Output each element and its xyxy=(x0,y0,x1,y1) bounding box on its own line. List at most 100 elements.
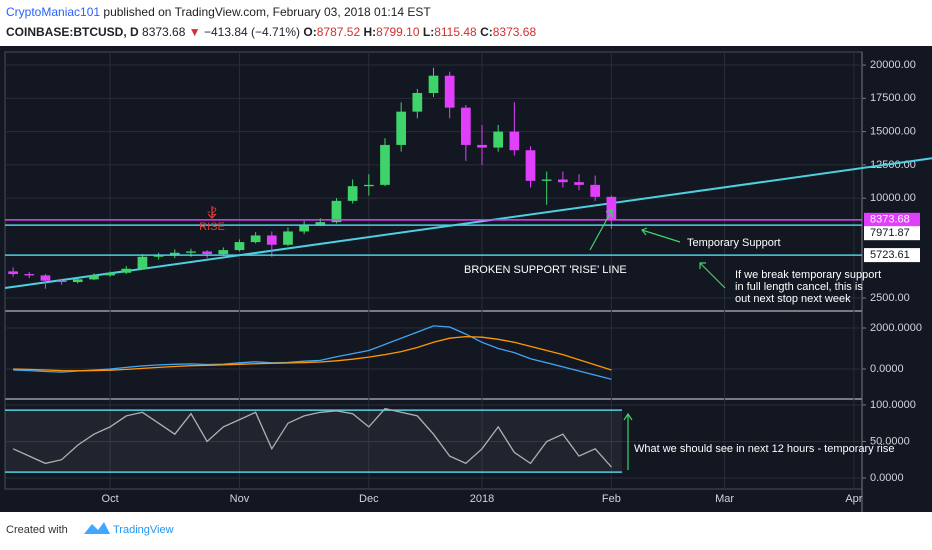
x-tick-label: Dec xyxy=(359,493,379,505)
candle-body xyxy=(606,196,617,220)
candle-body xyxy=(169,252,180,256)
candle-body xyxy=(525,150,536,181)
candle-body xyxy=(558,179,568,183)
rsi-line xyxy=(12,407,612,468)
level-label-box xyxy=(864,226,920,241)
last: 8373.68 xyxy=(142,25,186,39)
arrow xyxy=(699,262,726,289)
candle-body xyxy=(283,231,293,245)
h-value: 8799.10 xyxy=(376,25,420,39)
candle-body xyxy=(137,256,148,269)
y-tick-label: 17500.00 xyxy=(870,92,916,104)
y-tick-label: 100.0000 xyxy=(870,399,916,411)
y-tick-label: 2500.00 xyxy=(870,292,910,304)
candle-body xyxy=(89,275,99,280)
annotation: BROKEN SUPPORT 'RISE' LINE xyxy=(464,264,627,276)
candle-body xyxy=(105,272,115,276)
candle-body xyxy=(428,75,439,94)
arrow xyxy=(641,227,681,243)
candle-body xyxy=(444,75,455,108)
level-label: 5723.61 xyxy=(870,249,910,261)
o-label: O: xyxy=(303,25,316,39)
brand[interactable]: TradingView xyxy=(113,524,174,536)
annotation: If we break temporary support xyxy=(735,269,881,281)
y-tick-label: 2000.0000 xyxy=(870,322,922,334)
candle-body xyxy=(8,271,18,275)
level-label: 8373.68 xyxy=(870,214,910,226)
symbol: COINBASE:BTCUSD, D xyxy=(6,25,139,39)
candle-body xyxy=(574,182,584,185)
l-value: 8115.48 xyxy=(434,25,477,39)
trendline xyxy=(4,157,932,290)
candle-body xyxy=(218,250,229,255)
candle-body xyxy=(396,111,407,145)
candle-body xyxy=(250,235,261,243)
candle-body xyxy=(153,255,164,257)
candle-body xyxy=(40,275,51,281)
candle-body xyxy=(234,242,245,251)
y-tick-label: 50.0000 xyxy=(870,435,910,447)
candle-body xyxy=(541,179,552,181)
x-tick-label: Apr xyxy=(845,493,862,505)
y-tick-label: 20000.00 xyxy=(870,59,916,71)
x-tick-label: Nov xyxy=(230,493,250,505)
candle-body xyxy=(590,184,601,197)
annotation: RISE xyxy=(199,221,225,233)
candle-body xyxy=(477,144,487,148)
o-value: 8787.52 xyxy=(317,25,361,39)
candle-body xyxy=(266,235,277,245)
level-label: 7971.87 xyxy=(870,227,910,239)
macd-line xyxy=(13,335,612,372)
arrow xyxy=(207,206,217,219)
candle-body xyxy=(363,184,374,187)
published: published on TradingView.com, February 0… xyxy=(103,5,431,19)
y-tick-label: 10000.00 xyxy=(870,192,916,204)
candle-body xyxy=(202,251,212,255)
y-tick-label: 15000.00 xyxy=(870,126,916,138)
candle-body xyxy=(380,144,390,185)
plot: 2500.0010000.0012500.0015000.0017500.002… xyxy=(4,52,932,505)
level-label-box xyxy=(864,248,920,263)
h-label: H: xyxy=(363,25,376,39)
annotation: out next stop next week xyxy=(735,293,851,305)
candle-body xyxy=(509,131,520,151)
arrow xyxy=(623,412,633,470)
candle-body xyxy=(186,251,196,253)
annotation: What we should see in next 12 hours - te… xyxy=(634,443,894,455)
x-tick-label: Mar xyxy=(715,493,734,505)
candle-body xyxy=(299,224,309,232)
author[interactable]: CryptoManiac101 xyxy=(6,5,100,19)
c-value: 8373.68 xyxy=(493,25,537,39)
candle-body xyxy=(412,93,423,112)
y-tick-label: 0.0000 xyxy=(870,472,904,484)
arrow: ▼ xyxy=(189,25,201,39)
candle-body xyxy=(72,279,83,283)
c-label: C: xyxy=(480,25,493,39)
candle-body xyxy=(24,274,35,276)
candle-body xyxy=(460,107,471,145)
annotation: Temporary Support xyxy=(687,237,781,249)
quote-line: COINBASE:BTCUSD, D 8373.68 ▼ −413.84 (−4… xyxy=(6,25,536,39)
annotation: -2 xyxy=(207,206,217,218)
change: −413.84 (−4.71%) xyxy=(204,25,300,39)
macd-line xyxy=(13,325,612,380)
header-line: CryptoManiac101 published on TradingView… xyxy=(6,5,431,19)
arrow xyxy=(589,209,613,251)
x-tick-label: Oct xyxy=(102,493,119,505)
candle-body xyxy=(315,222,326,225)
candle-body xyxy=(347,186,358,201)
annotation-arrows xyxy=(207,206,726,470)
rsi-band-fill xyxy=(5,410,622,473)
l-label: L: xyxy=(423,25,434,39)
x-tick-label: 2018 xyxy=(470,493,494,505)
candle-body xyxy=(121,268,132,273)
footer-text: Created with xyxy=(6,524,68,536)
logo xyxy=(84,522,110,534)
candle-body xyxy=(331,200,342,223)
x-tick-label: Feb xyxy=(602,493,621,505)
level-label-box xyxy=(864,212,920,227)
annotation: in full length cancel, this is xyxy=(735,281,863,293)
candle-body xyxy=(493,131,504,148)
y-tick-label: 0.0000 xyxy=(870,363,904,375)
